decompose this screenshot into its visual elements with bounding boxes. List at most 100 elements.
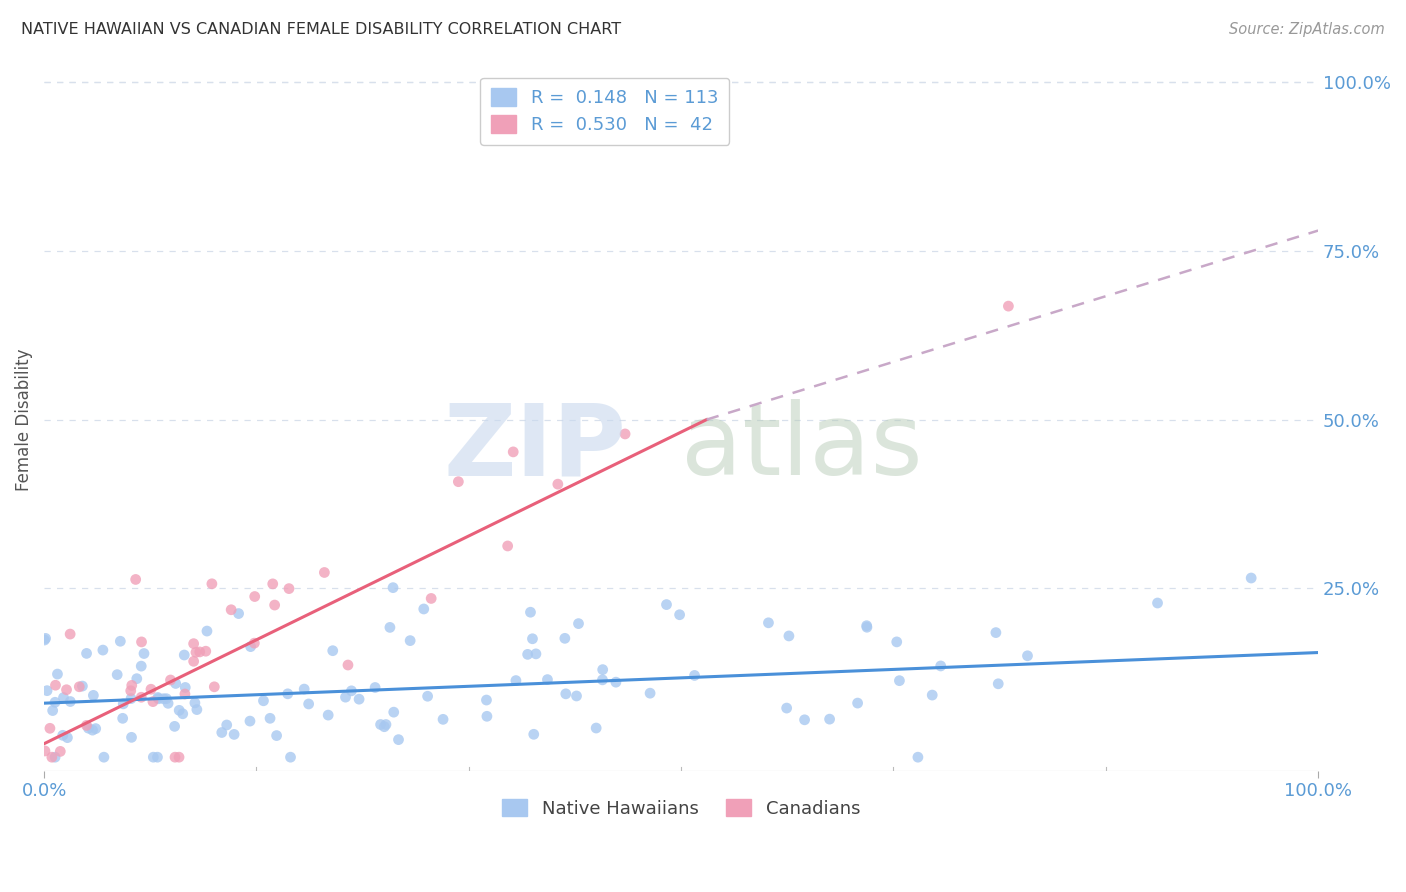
Point xyxy=(519,605,541,619)
Point xyxy=(129,690,152,705)
Point xyxy=(91,643,114,657)
Point xyxy=(1240,571,1263,585)
Point xyxy=(77,721,100,735)
Point xyxy=(592,673,614,687)
Point xyxy=(907,750,929,764)
Point xyxy=(668,607,690,622)
Point xyxy=(505,673,527,688)
Point xyxy=(432,712,454,726)
Point xyxy=(447,475,470,489)
Point xyxy=(202,680,225,694)
Point xyxy=(921,688,943,702)
Point xyxy=(110,634,132,648)
Point xyxy=(34,633,56,648)
Point xyxy=(195,624,218,638)
Point xyxy=(121,731,143,745)
Point xyxy=(129,659,152,673)
Point xyxy=(585,721,607,735)
Point xyxy=(655,598,678,612)
Point xyxy=(1146,596,1168,610)
Point xyxy=(155,691,177,706)
Point xyxy=(382,705,405,719)
Point xyxy=(314,566,336,580)
Point xyxy=(125,672,148,686)
Point xyxy=(683,668,706,682)
Point xyxy=(292,682,315,697)
Point xyxy=(373,720,395,734)
Point xyxy=(186,702,208,716)
Point xyxy=(142,750,165,764)
Point xyxy=(173,648,195,662)
Point xyxy=(536,673,558,687)
Point xyxy=(201,576,224,591)
Point xyxy=(131,635,153,649)
Point xyxy=(44,750,66,764)
Point xyxy=(148,691,170,706)
Point xyxy=(420,591,443,606)
Text: Source: ZipAtlas.com: Source: ZipAtlas.com xyxy=(1229,22,1385,37)
Point xyxy=(44,695,66,709)
Point xyxy=(184,645,207,659)
Point xyxy=(174,687,197,701)
Point xyxy=(565,689,588,703)
Point xyxy=(375,717,398,731)
Point xyxy=(387,732,409,747)
Point xyxy=(776,701,799,715)
Point xyxy=(262,577,284,591)
Point xyxy=(59,627,82,641)
Point xyxy=(278,582,301,596)
Point xyxy=(167,750,190,764)
Point xyxy=(219,603,242,617)
Point xyxy=(93,750,115,764)
Point xyxy=(364,681,387,695)
Point xyxy=(378,620,401,634)
Point xyxy=(524,647,547,661)
Point xyxy=(55,682,77,697)
Point xyxy=(605,675,627,690)
Point xyxy=(335,690,357,705)
Point xyxy=(174,681,197,695)
Point xyxy=(184,696,207,710)
Point xyxy=(41,704,63,718)
Point xyxy=(120,683,142,698)
Point xyxy=(416,690,439,704)
Point xyxy=(370,717,392,731)
Point xyxy=(412,602,434,616)
Point xyxy=(239,714,262,728)
Point xyxy=(929,659,952,673)
Point xyxy=(758,615,780,630)
Point xyxy=(82,723,104,738)
Point xyxy=(163,719,186,733)
Point xyxy=(277,687,299,701)
Point xyxy=(159,673,181,687)
Point xyxy=(52,690,75,705)
Point xyxy=(56,731,79,745)
Point xyxy=(554,687,576,701)
Point xyxy=(76,718,98,732)
Point xyxy=(183,654,205,668)
Point xyxy=(778,629,800,643)
Text: ZIP: ZIP xyxy=(443,400,626,496)
Point xyxy=(111,711,134,725)
Point xyxy=(399,633,422,648)
Point xyxy=(280,750,302,764)
Text: NATIVE HAWAIIAN VS CANADIAN FEMALE DISABILITY CORRELATION CHART: NATIVE HAWAIIAN VS CANADIAN FEMALE DISAB… xyxy=(21,22,621,37)
Point xyxy=(215,718,238,732)
Point xyxy=(211,725,233,739)
Point xyxy=(188,645,211,659)
Point xyxy=(165,676,187,690)
Point xyxy=(475,693,498,707)
Point xyxy=(34,632,56,646)
Point xyxy=(49,744,72,758)
Point xyxy=(523,727,546,741)
Point xyxy=(638,686,661,700)
Point xyxy=(382,581,405,595)
Point xyxy=(516,648,538,662)
Point xyxy=(72,679,94,693)
Point xyxy=(266,729,288,743)
Point xyxy=(84,722,107,736)
Point xyxy=(46,667,69,681)
Point xyxy=(252,694,274,708)
Point xyxy=(224,727,246,741)
Point xyxy=(263,598,285,612)
